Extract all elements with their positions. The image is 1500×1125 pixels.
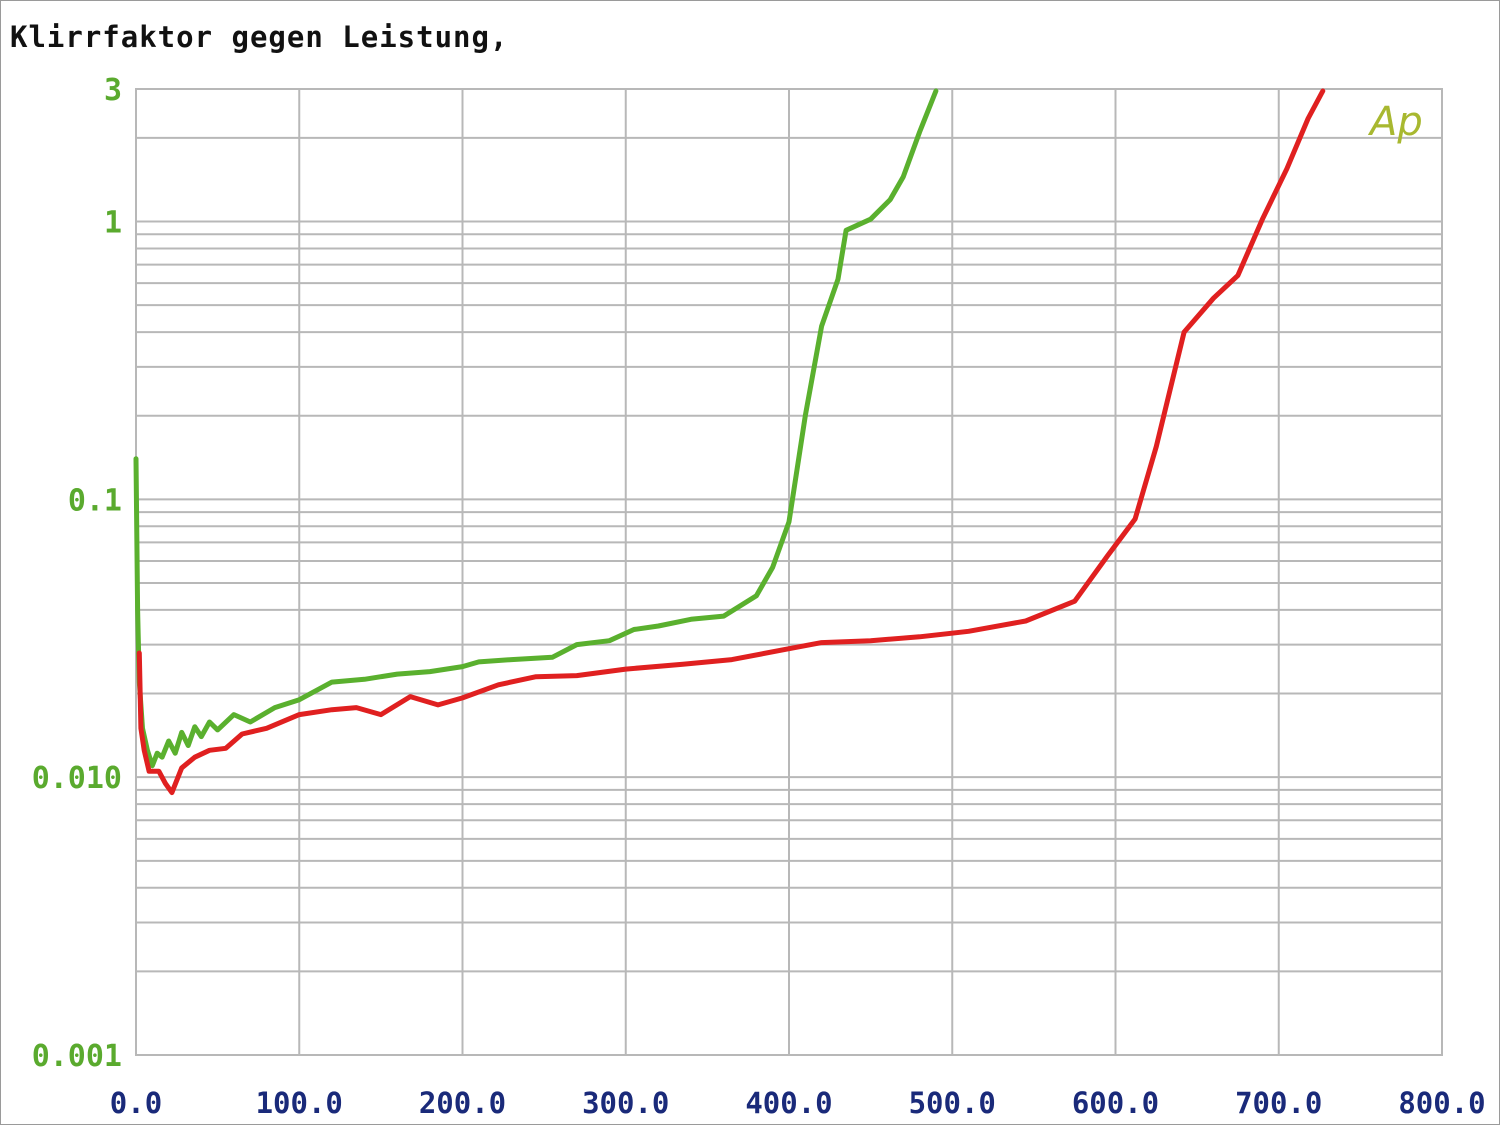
x-tick-label: 500.0 bbox=[909, 1086, 996, 1120]
x-tick-label: 600.0 bbox=[1072, 1086, 1159, 1120]
grid-lines bbox=[135, 88, 1443, 1056]
y-tick-label: 0.001 bbox=[32, 1039, 122, 1074]
x-tick-label: 100.0 bbox=[256, 1086, 343, 1120]
y-tick-label: 0.1 bbox=[68, 483, 122, 518]
y-tick-label: 3 bbox=[104, 73, 122, 108]
brand-logo-label: Ap bbox=[1367, 99, 1423, 145]
y-tick-label: 1 bbox=[104, 206, 122, 241]
x-tick-label: 200.0 bbox=[419, 1086, 506, 1120]
x-tick-label: 300.0 bbox=[582, 1086, 669, 1120]
x-tick-label: 0.0 bbox=[110, 1086, 162, 1120]
y-tick-labels: 3 1 0.1 0.010 0.001 bbox=[32, 73, 122, 1074]
y-tick-label: 0.010 bbox=[32, 761, 122, 796]
x-tick-label: 800.0 bbox=[1398, 1086, 1485, 1120]
series-line-2 bbox=[136, 88, 1326, 796]
series-line-1 bbox=[133, 88, 939, 769]
x-tick-label: 400.0 bbox=[745, 1086, 832, 1120]
x-tick-label: 700.0 bbox=[1235, 1086, 1322, 1120]
data-series bbox=[133, 88, 1326, 796]
x-tick-labels: 0.0 100.0 200.0 300.0 400.0 500.0 600.0 700.0 80… bbox=[110, 1086, 1486, 1120]
chart-title: Klirrfaktor gegen Leistung, bbox=[10, 20, 509, 54]
